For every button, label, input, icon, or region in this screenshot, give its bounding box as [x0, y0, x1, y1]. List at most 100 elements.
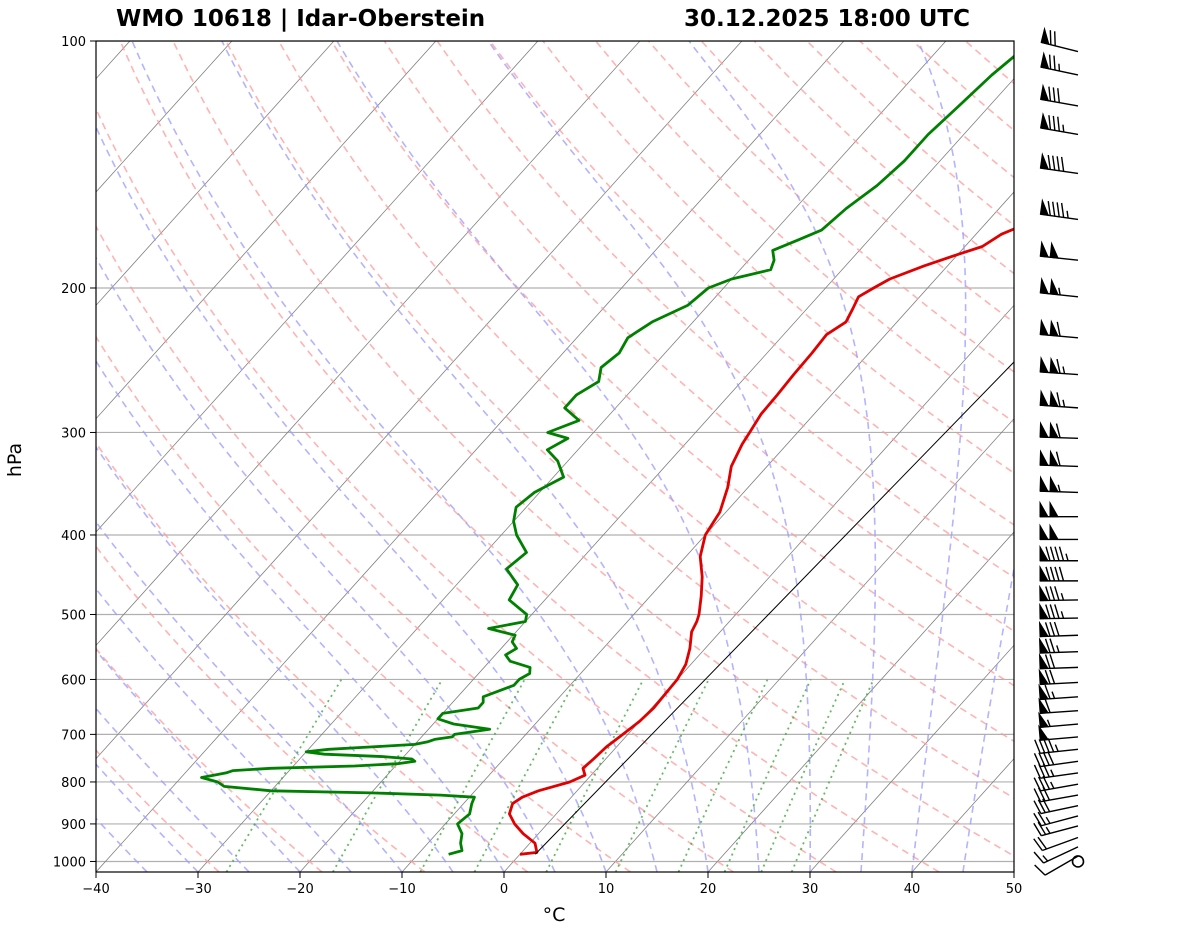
moist-adiabat-line	[96, 256, 556, 872]
moist-adiabat-line	[96, 587, 352, 872]
wind-barb	[1039, 602, 1079, 620]
dry-adiabat-line	[806, 41, 1014, 227]
x-tick-label: −10	[388, 882, 415, 897]
moist-adiabat-line	[688, 41, 877, 872]
moist-adiabat-line	[96, 445, 454, 872]
mixing-ratio-line	[790, 679, 875, 872]
wind-barb	[1038, 683, 1079, 701]
data-layer	[200, 54, 1014, 856]
wind-barb	[1039, 475, 1079, 494]
mixing-ratio-line	[332, 678, 443, 872]
x-axis-label: °C	[542, 904, 566, 926]
wind-barb	[1038, 620, 1079, 638]
dry-adiabat-line	[647, 41, 1014, 373]
dry-adiabat-line	[96, 335, 631, 872]
wind-barb	[1033, 811, 1079, 827]
station-title: WMO 10618 | Idar-Oberstein	[116, 6, 486, 32]
isotherm-line	[96, 41, 641, 646]
wind-barb	[1039, 500, 1078, 518]
wind-barb	[1034, 738, 1079, 754]
y-tick-label: 100	[61, 35, 86, 50]
wind-barb	[1039, 564, 1078, 582]
isotherm-line	[707, 531, 1014, 872]
moist-adiabat-line	[221, 41, 709, 872]
isotherm-line	[0, 41, 28, 872]
mixing-ratio-line	[473, 678, 577, 872]
wind-barb	[1039, 276, 1079, 298]
wind-barb	[1038, 668, 1079, 686]
grid-layer	[0, 41, 1014, 872]
wind-barb	[1033, 821, 1079, 837]
wind-barb	[1039, 584, 1079, 602]
y-tick-label: 400	[61, 529, 86, 544]
wind-barb	[1038, 711, 1079, 729]
moist-adiabat-line	[96, 125, 607, 872]
moist-adiabat-line	[96, 359, 505, 872]
wind-barb	[1039, 421, 1079, 440]
isotherm-line	[1013, 871, 1014, 872]
axes-layer: −40 −30 −20 −10 0 10 20 30 40 50 100 200 300 400 500 60…	[53, 35, 1022, 897]
dry-adiabat-line	[595, 41, 1014, 424]
wind-barb	[1038, 637, 1079, 654]
datetime-title: 30.12.2025 18:00 UTC	[684, 6, 970, 32]
wind-barb	[1033, 798, 1079, 815]
y-tick-label: 300	[61, 426, 86, 441]
wind-barb	[1033, 751, 1079, 768]
dry-adiabat-line	[96, 441, 529, 872]
wind-barb	[1033, 846, 1079, 864]
dry-adiabat-line	[964, 41, 1014, 85]
y-tick-label: 700	[61, 728, 86, 743]
wind-barb	[1039, 356, 1079, 376]
wind-barb	[1040, 26, 1079, 53]
dry-adiabat-line	[330, 41, 1014, 687]
x-tick-label: −20	[286, 882, 313, 897]
wind-barb	[1040, 83, 1079, 107]
mixing-ratio-line	[614, 679, 710, 872]
moist-adiabat-line	[96, 707, 250, 872]
wind-barb	[1039, 523, 1078, 541]
dry-adiabat-line	[753, 41, 1014, 275]
isotherm-line	[605, 418, 1014, 872]
isotherm-line	[96, 41, 233, 193]
dry-adiabat-line	[119, 41, 940, 872]
isotherm-line	[96, 41, 539, 533]
moist-adiabat-line	[131, 41, 658, 872]
isotherm-line	[96, 41, 335, 306]
x-tick-label: 10	[598, 882, 615, 897]
x-tick-label: 30	[802, 882, 819, 897]
dry-adiabat-line	[859, 41, 1014, 179]
wind-barb	[1039, 389, 1079, 409]
plot-frame	[95, 40, 1015, 873]
moist-adiabat-line	[96, 649, 301, 872]
moist-adiabat-line	[911, 41, 967, 872]
dry-adiabat-line	[225, 41, 1014, 799]
mixing-ratio-line	[760, 679, 846, 872]
reference-line	[534, 361, 1014, 855]
wind-barb	[1038, 724, 1079, 741]
dewpoint-profile-line	[200, 54, 1014, 856]
x-tick-label: −40	[82, 882, 109, 897]
y-tick-label: 500	[61, 608, 86, 623]
isotherm-line	[299, 78, 1014, 872]
isotherm-line	[809, 644, 1014, 872]
dry-adiabat-line	[383, 41, 1014, 632]
wind-barb	[1040, 112, 1079, 136]
wind-barb	[1039, 449, 1079, 468]
mixing-ratio-line	[225, 678, 343, 872]
wind-barb	[1039, 152, 1079, 175]
y-tick-label: 600	[61, 673, 86, 688]
x-tick-label: 50	[1006, 882, 1023, 897]
x-tick-label: 40	[904, 882, 921, 897]
wind-barb	[1040, 51, 1079, 76]
isotherm-line	[96, 41, 845, 872]
isotherm-line	[401, 191, 1014, 872]
wind-barb	[1033, 836, 1079, 852]
moist-adiabat-line	[96, 763, 199, 872]
isotherm-line	[96, 41, 437, 420]
mixing-ratio-line	[677, 679, 769, 872]
wind-barb-column	[1033, 26, 1085, 876]
wind-barb	[1071, 855, 1085, 868]
wind-barb	[1039, 198, 1079, 221]
